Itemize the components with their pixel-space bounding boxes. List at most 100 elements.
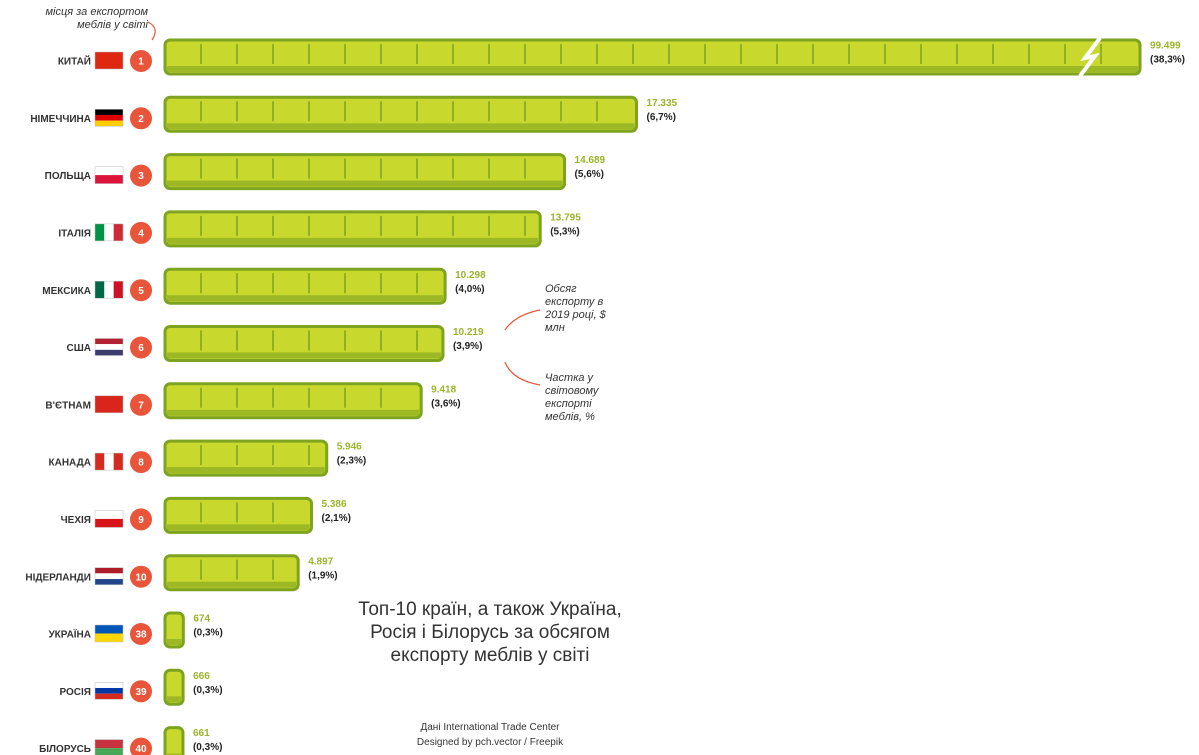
value-note: Обсяг експорту в 2019 році, $ млн xyxy=(545,283,606,334)
flag xyxy=(113,281,123,299)
rank: 8 xyxy=(138,458,144,469)
rank-badge xyxy=(130,623,152,645)
value-label: 14.689 xyxy=(575,155,606,166)
share-label: (4,0%) xyxy=(455,284,484,295)
flag-border xyxy=(94,280,124,299)
flag xyxy=(95,338,123,345)
flag xyxy=(95,281,105,299)
value-label: 674 xyxy=(193,614,210,625)
value-label: 5.386 xyxy=(321,499,346,510)
bar xyxy=(163,267,447,305)
bar xyxy=(163,382,423,420)
share-label: (6,7%) xyxy=(647,112,676,123)
flag xyxy=(95,567,123,574)
bar-base xyxy=(167,352,441,359)
value-label: 661 xyxy=(193,728,210,739)
flag-border xyxy=(94,223,124,242)
country-label: НІДЕРЛАНДИ xyxy=(25,572,91,583)
flag xyxy=(95,109,123,115)
bar-base xyxy=(167,467,325,474)
bar-base xyxy=(167,295,444,302)
bar xyxy=(163,668,185,706)
flag xyxy=(95,52,123,69)
value-label: 10.219 xyxy=(453,327,484,338)
flag xyxy=(95,579,123,585)
rank-badge xyxy=(130,565,152,588)
flag xyxy=(95,344,123,350)
share-label: (1,9%) xyxy=(308,570,337,581)
value-label: 17.335 xyxy=(647,98,678,109)
value-label: 10.298 xyxy=(455,270,486,281)
bar-base xyxy=(167,180,563,187)
flag xyxy=(95,166,123,176)
rank: 6 xyxy=(138,343,144,354)
bar-base xyxy=(167,237,539,244)
value-label: 99.499 xyxy=(1150,41,1181,52)
flag xyxy=(104,453,114,471)
rank: 38 xyxy=(135,630,147,641)
bar xyxy=(163,210,542,248)
country-label: НІМЕЧЧИНА xyxy=(30,114,91,125)
flag xyxy=(95,223,105,241)
share-label: (5,6%) xyxy=(575,169,604,180)
rank-badge xyxy=(130,336,152,359)
flag-border xyxy=(94,109,124,127)
share-label: (2,1%) xyxy=(321,513,350,524)
rank-badge xyxy=(130,393,152,416)
share-label: (0,3%) xyxy=(193,628,222,639)
share-label: (38,3%) xyxy=(1150,55,1185,66)
flag xyxy=(113,453,123,471)
flag xyxy=(95,510,123,519)
bar xyxy=(163,153,567,191)
rank-badge xyxy=(130,680,152,703)
country-label: В'ЄТНАМ xyxy=(45,400,91,411)
bar-base xyxy=(167,524,310,531)
rank: 10 xyxy=(135,572,147,583)
rank: 5 xyxy=(138,286,144,297)
rank-note: місця за експортом меблів у світі xyxy=(45,6,148,31)
bar-base xyxy=(167,66,1138,72)
flag xyxy=(104,223,114,241)
rank: 7 xyxy=(138,400,144,411)
flag-border xyxy=(94,510,124,528)
rank-badge xyxy=(130,164,152,187)
flag-border xyxy=(94,395,124,414)
rank: 39 xyxy=(135,687,147,698)
flag xyxy=(95,120,123,127)
country-label: КАНАДА xyxy=(49,458,92,469)
bar-base xyxy=(167,123,635,130)
flag xyxy=(104,281,114,299)
flag xyxy=(95,395,123,413)
bar xyxy=(163,439,329,477)
flag-border xyxy=(94,567,124,585)
share-note: Частка у світовому експорті меблів, % xyxy=(545,372,599,423)
bar-base xyxy=(167,639,182,645)
flag xyxy=(95,349,123,356)
bar xyxy=(163,611,185,649)
flag xyxy=(113,223,123,241)
bar xyxy=(163,325,445,362)
flag xyxy=(95,633,123,642)
flag-border xyxy=(94,739,124,755)
country-label: США xyxy=(67,343,92,354)
rank-badge xyxy=(130,221,152,244)
rank-badge xyxy=(130,279,152,302)
credit: Designed by pch.vector / Freepik xyxy=(416,737,564,748)
share-label: (5,3%) xyxy=(550,227,579,238)
bar-base xyxy=(167,409,420,416)
flag xyxy=(95,693,123,700)
value-label: 5.946 xyxy=(337,442,362,453)
flag-border xyxy=(94,682,124,700)
flag xyxy=(95,453,105,471)
flag-border xyxy=(94,624,124,643)
rank: 1 xyxy=(138,57,144,68)
source: Дані International Trade Center xyxy=(420,722,560,733)
flag xyxy=(95,739,123,749)
flag-border xyxy=(94,51,124,70)
country-label: РОСІЯ xyxy=(59,687,91,698)
flag xyxy=(95,748,123,755)
bar xyxy=(163,38,1142,76)
flag-border xyxy=(94,166,124,184)
share-label: (0,3%) xyxy=(193,685,222,696)
country-label: БІЛОРУСЬ xyxy=(39,744,91,755)
